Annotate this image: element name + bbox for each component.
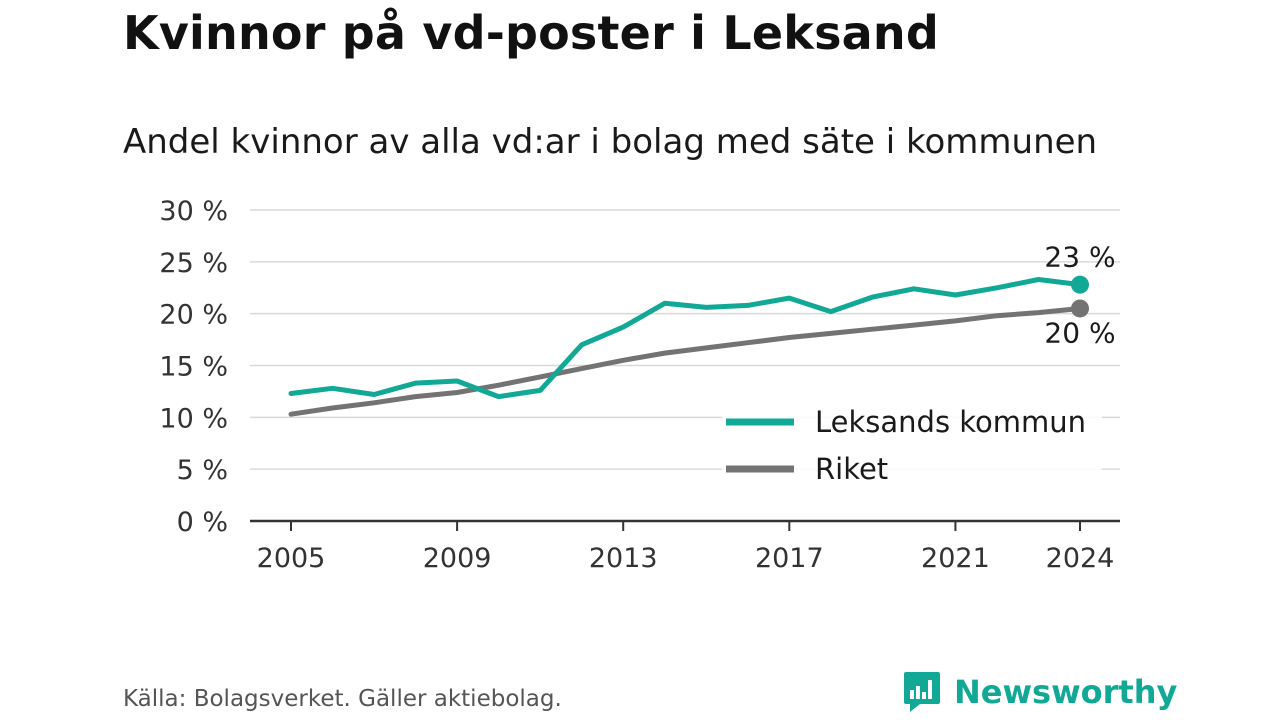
- legend-label: Leksands kommun: [815, 405, 1086, 439]
- brand-name: Newsworthy: [954, 673, 1178, 711]
- gridlines: [250, 209, 1120, 470]
- chart-title: Kvinnor på vd-poster i Leksand: [123, 6, 939, 60]
- legend-label: Riket: [815, 452, 888, 486]
- series-line: [288, 277, 1083, 400]
- series-end-point: [1071, 275, 1089, 294]
- x-tick-label: 2021: [921, 543, 990, 574]
- y-tick-label: 25 %: [159, 248, 228, 279]
- chart-subtitle: Andel kvinnor av alla vd:ar i bolag med …: [123, 122, 1098, 162]
- source-note: Källa: Bolagsverket. Gäller aktiebolag.: [123, 686, 562, 712]
- x-tick-label: 2017: [755, 543, 824, 574]
- y-tick-label: 15 %: [159, 352, 228, 383]
- brand-logo: Newsworthy: [902, 670, 1177, 714]
- x-tick-label: 2005: [257, 543, 326, 574]
- series: [288, 275, 1089, 417]
- x-tick-label: 2013: [589, 543, 658, 574]
- legend: Leksands kommun Riket: [722, 401, 1102, 488]
- series-end-point: [1071, 299, 1089, 318]
- y-axis-ticks: 0 % 5 % 10 % 15 % 20 % 25 % 30 %: [159, 196, 228, 538]
- y-tick-label: 0 %: [177, 507, 228, 538]
- end-labels: 23 % 20 %: [1044, 241, 1115, 350]
- y-tick-label: 10 %: [159, 403, 228, 434]
- line-chart: 0 %5 %10 %15 %20 %25 %30 % 2005 2009 2013 2…: [159, 196, 1120, 574]
- x-tick-label: 2024: [1046, 543, 1115, 574]
- x-axis-ticks: 2005 2009 2013 2017 2021 2024: [257, 521, 1115, 574]
- y-tick-label: 5 %: [177, 455, 228, 486]
- end-value-label: 20 %: [1044, 316, 1115, 349]
- end-value-label: 23 %: [1044, 241, 1115, 274]
- y-tick-label: 20 %: [159, 300, 228, 331]
- newsworthy-logo-icon: [904, 672, 940, 712]
- x-tick-label: 2009: [423, 543, 492, 574]
- y-tick-label: 30 %: [159, 196, 228, 227]
- series-line: [288, 306, 1083, 417]
